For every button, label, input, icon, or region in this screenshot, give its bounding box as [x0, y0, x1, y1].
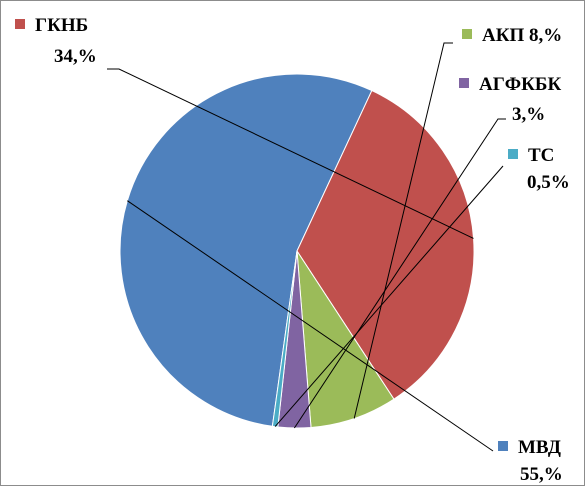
label-mvd-value: 55,%	[520, 464, 563, 485]
label-gknb-value: 34,%	[54, 46, 97, 67]
swatch-ts	[508, 149, 518, 159]
leader-line-ts	[274, 165, 504, 427]
label-ts-value: 0,5%	[527, 172, 570, 193]
label-akp-name: АКП 8,%	[482, 25, 563, 46]
swatch-agfkbk	[459, 78, 469, 88]
label-agfkbk-value: 3,%	[512, 104, 546, 125]
label-gknb: ГКНБ	[15, 15, 88, 37]
pie-slices	[119, 73, 475, 429]
label-ts: ТС	[508, 145, 554, 167]
label-mvd-name: МВД	[518, 437, 561, 458]
label-agfkbk: АГФКБК	[459, 74, 561, 96]
label-agfkbk-name: АГФКБК	[479, 74, 562, 95]
leader-line-agfkbk	[293, 118, 506, 429]
label-akp: АКП 8,%	[462, 25, 562, 47]
swatch-mvd	[498, 441, 508, 451]
leader-line-akp	[353, 42, 453, 419]
pie-slice-гкнб	[296, 89, 475, 400]
label-mvd: МВД	[498, 437, 561, 459]
swatch-akp	[462, 29, 472, 39]
swatch-gknb	[15, 19, 25, 29]
label-ts-name: ТС	[528, 145, 555, 166]
leader-line-gknb	[107, 68, 474, 239]
pie-slice-тс	[271, 250, 298, 428]
leader-line-mvd	[127, 200, 494, 452]
label-gknb-name: ГКНБ	[35, 15, 89, 36]
leader-lines	[107, 42, 506, 452]
